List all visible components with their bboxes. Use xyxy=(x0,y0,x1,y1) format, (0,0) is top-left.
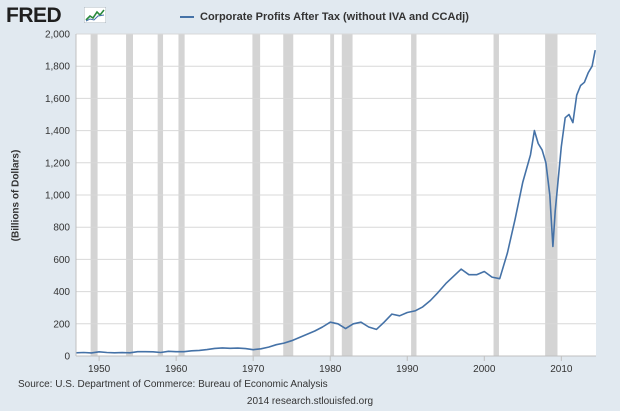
y-tick-label: 1,600 xyxy=(45,94,70,105)
gridlines xyxy=(76,33,596,325)
y-tick-label: 600 xyxy=(53,255,70,266)
x-tick-label: 1980 xyxy=(319,364,342,375)
y-tick-label: 0 xyxy=(64,352,70,363)
y-tick-label: 400 xyxy=(53,287,70,298)
y-tick-label: 1,200 xyxy=(45,158,70,169)
line-chart-icon xyxy=(84,7,106,23)
x-axis: 1950 1960 1970 1980 1990 2000 2010 xyxy=(76,355,596,375)
y-tick-label: 2,000 xyxy=(45,30,70,41)
x-tick-label: 2000 xyxy=(473,364,496,375)
legend: Corporate Profits After Tax (without IVA… xyxy=(180,11,469,23)
y-tick-label: 1,800 xyxy=(45,62,70,73)
y-axis: 0 200 400 600 800 1,000 1,200 1,400 1,600 1,800 2,… xyxy=(45,30,77,363)
series-layer xyxy=(75,49,596,354)
y-tick-label: 200 xyxy=(53,319,70,330)
x-tick-label: 1970 xyxy=(242,364,265,375)
fred-logo[interactable]: FRED xyxy=(6,4,62,27)
legend-swatch xyxy=(180,16,194,18)
credit-note: 2014 research.stlouisfed.org xyxy=(246,396,374,407)
y-tick-label: 1,000 xyxy=(45,191,70,202)
y-tick-label: 1,400 xyxy=(45,126,70,137)
y-tick-label: 800 xyxy=(53,223,70,234)
x-tick-label: 1960 xyxy=(165,364,188,375)
legend-label: Corporate Profits After Tax (without IVA… xyxy=(200,11,469,23)
source-note: Source: U.S. Department of Commerce: Bur… xyxy=(18,379,328,390)
x-tick-label: 1950 xyxy=(88,364,111,375)
series-line xyxy=(75,49,596,354)
x-tick-label: 2010 xyxy=(550,364,573,375)
x-tick-label: 1990 xyxy=(396,364,419,375)
